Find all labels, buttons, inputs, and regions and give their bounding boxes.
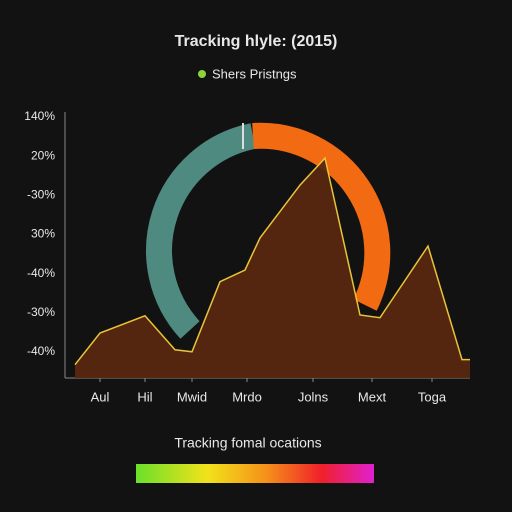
y-tick-label: 30% xyxy=(31,227,55,241)
y-tick-label: 20% xyxy=(31,148,55,162)
ring xyxy=(146,122,391,339)
area xyxy=(75,158,470,378)
y-tick-label: -40% xyxy=(27,266,55,280)
ring-arc xyxy=(146,123,256,339)
x-tick-label: Mwid xyxy=(177,389,207,404)
y-tick-label: -30% xyxy=(27,188,55,202)
area-line xyxy=(74,156,470,366)
legend-label: Shers Pristngs xyxy=(212,66,297,81)
x-tick-label: Mrdo xyxy=(232,389,262,404)
y-tick-label: -30% xyxy=(27,305,55,319)
x-tick-label: Jolns xyxy=(298,389,329,404)
legend-marker xyxy=(198,70,206,78)
color-scale xyxy=(136,464,374,483)
caption: Tracking fomal ocations xyxy=(174,435,321,451)
legend: Shers Pristngs xyxy=(198,66,297,81)
x-tick-label: Aul xyxy=(91,389,110,404)
chart-title: Tracking hlyle: (2015) xyxy=(175,33,338,50)
ring-arc xyxy=(252,122,391,311)
y-tick-label: 140% xyxy=(24,109,55,123)
x-tick-label: Mext xyxy=(358,389,387,404)
plot-area: 140% 20% -30% 30% -40% -30% -40% Aul Hil Mwid Mrdo… xyxy=(24,109,470,404)
y-tick-label: -40% xyxy=(27,344,55,358)
x-tick-label: Toga xyxy=(418,389,447,404)
x-tick-label: Hil xyxy=(137,389,152,404)
